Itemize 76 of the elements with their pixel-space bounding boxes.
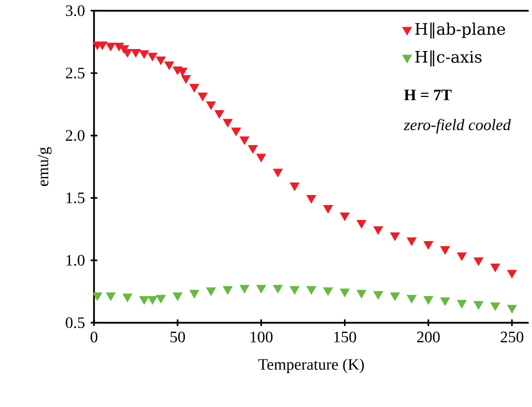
point xyxy=(156,294,166,304)
point xyxy=(156,56,166,66)
point xyxy=(323,205,333,214)
x-tick-label: 150 xyxy=(334,332,356,343)
point xyxy=(222,119,233,128)
point xyxy=(323,287,333,296)
y-tick-label: 1.0 xyxy=(66,255,84,266)
point xyxy=(340,288,350,298)
x-tick-label: 50 xyxy=(170,332,185,343)
point xyxy=(240,284,250,294)
point xyxy=(130,49,141,58)
point xyxy=(181,75,191,84)
y-axis-title: emu/g xyxy=(38,147,52,186)
x-tick-label: 200 xyxy=(417,332,440,343)
point xyxy=(490,264,500,272)
point xyxy=(474,258,484,266)
y-tick-label: 0.5 xyxy=(66,317,84,328)
x-tick-label: 250 xyxy=(500,332,524,343)
point xyxy=(122,294,132,302)
point xyxy=(406,294,417,304)
point xyxy=(373,226,384,235)
point xyxy=(306,286,316,295)
point xyxy=(231,128,241,136)
point xyxy=(222,286,233,295)
point xyxy=(106,42,116,52)
point xyxy=(139,296,150,305)
point xyxy=(172,292,182,301)
point xyxy=(390,292,400,301)
point xyxy=(456,300,467,308)
point xyxy=(240,136,250,145)
point xyxy=(92,292,102,301)
point xyxy=(148,296,158,305)
point xyxy=(474,301,484,310)
y-tick-label: 3.0 xyxy=(66,5,84,16)
point xyxy=(456,252,467,262)
point xyxy=(189,84,200,93)
point xyxy=(273,284,283,294)
x-axis-title: Temperature (K) xyxy=(258,358,364,374)
point xyxy=(390,232,400,242)
point xyxy=(423,296,434,305)
point xyxy=(507,304,517,314)
point xyxy=(306,195,316,204)
point xyxy=(356,220,366,229)
point xyxy=(290,286,300,295)
y-tick-label: 2.0 xyxy=(66,130,84,142)
point xyxy=(139,50,150,59)
annotation: H = 7T xyxy=(404,90,452,100)
point xyxy=(356,290,366,298)
annotation: zero-field cooled xyxy=(404,118,511,134)
point xyxy=(198,92,208,102)
point xyxy=(507,270,517,279)
point xyxy=(290,182,300,192)
point xyxy=(373,291,384,300)
point xyxy=(106,292,116,301)
point xyxy=(256,284,266,294)
legend-label: H‖ab-plane xyxy=(415,22,506,39)
x-tick-label: 100 xyxy=(250,332,273,343)
point xyxy=(256,154,266,162)
point xyxy=(206,287,216,296)
y-tick-label: 2.5 xyxy=(66,68,84,79)
legend-label: H‖c-axis xyxy=(415,50,482,66)
point xyxy=(148,52,158,62)
x-tick-label: 0 xyxy=(90,332,98,343)
point xyxy=(340,212,350,222)
point xyxy=(164,62,174,70)
point xyxy=(440,246,450,255)
point xyxy=(406,238,417,246)
point xyxy=(189,290,200,298)
y-tick-label: 1.5 xyxy=(66,192,84,204)
point xyxy=(423,241,434,250)
point xyxy=(440,297,450,306)
point xyxy=(206,102,216,110)
point xyxy=(273,168,283,178)
point xyxy=(214,110,224,119)
point xyxy=(490,302,500,311)
point xyxy=(248,145,258,154)
